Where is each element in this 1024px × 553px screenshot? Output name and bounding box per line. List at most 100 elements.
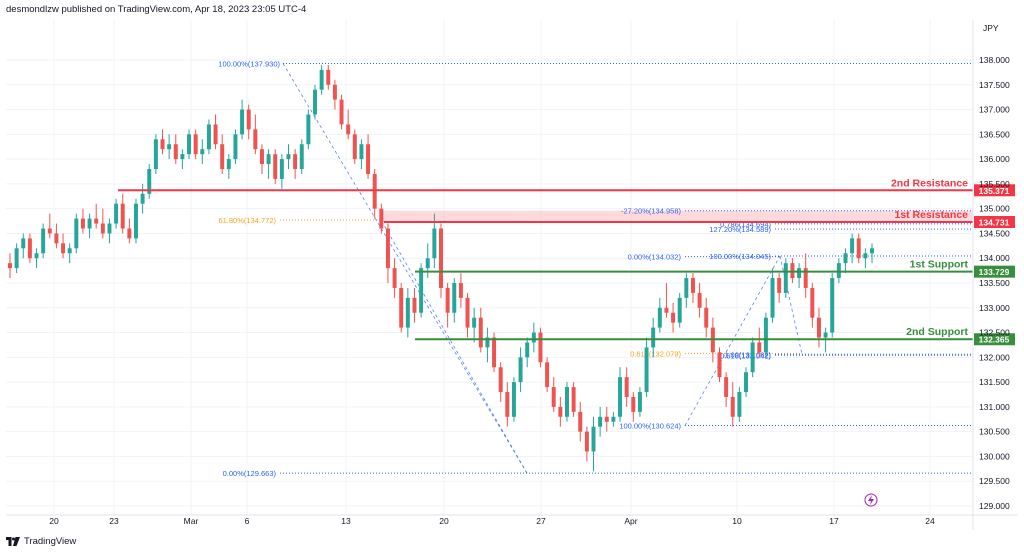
candle-body xyxy=(140,193,145,204)
candle-body xyxy=(240,109,245,135)
candle-body xyxy=(379,208,384,229)
fib-label: 0.786(134.694) xyxy=(720,220,771,229)
candle-body xyxy=(578,411,583,432)
y-tick-label: 129.500 xyxy=(979,476,1010,486)
candle-body xyxy=(677,297,682,323)
candle-body xyxy=(671,312,676,323)
candle-body xyxy=(856,238,861,259)
candle-body xyxy=(133,203,138,239)
y-tick-label: 136.500 xyxy=(979,129,1010,139)
candle-body xyxy=(74,218,79,249)
candle-body xyxy=(412,297,417,313)
candle-body xyxy=(465,297,470,328)
candle-body xyxy=(637,392,642,412)
candle-body xyxy=(518,357,523,383)
candle-body xyxy=(810,287,815,318)
candle-body xyxy=(193,134,198,155)
candle-body xyxy=(558,406,563,417)
fib-label: 61.80%(134.772) xyxy=(218,216,276,225)
fib-label: 0.00%(129.663) xyxy=(223,469,277,478)
candle-body xyxy=(385,228,390,269)
fib-label: 0.00%(134.032) xyxy=(628,253,682,262)
candle-body xyxy=(87,218,92,229)
x-tick-label: Mar xyxy=(184,516,199,526)
candle-body xyxy=(803,268,808,288)
candle-body xyxy=(346,124,351,135)
candle-body xyxy=(783,263,788,293)
candle-body xyxy=(531,332,536,343)
x-tick-label: 24 xyxy=(925,516,935,526)
candle-body xyxy=(259,149,264,165)
candle-body xyxy=(717,352,722,378)
candle-body xyxy=(823,332,828,338)
candle-body xyxy=(253,129,258,150)
candle-body xyxy=(591,426,596,452)
footer-brand: TradingView xyxy=(24,536,77,547)
y-tick-label: 131.500 xyxy=(979,377,1010,387)
candle-body xyxy=(863,253,868,259)
candle-body xyxy=(319,69,324,90)
y-tick-label: 129.000 xyxy=(979,501,1010,511)
candle-body xyxy=(750,342,755,373)
candle-body xyxy=(684,278,689,298)
candle-body xyxy=(551,387,556,407)
fib-label: -27.20%(134.958) xyxy=(621,207,682,216)
candle-body xyxy=(870,248,874,254)
candle-body xyxy=(445,287,450,313)
candle-body xyxy=(432,228,437,259)
x-tick-label: 27 xyxy=(536,516,546,526)
candle-body xyxy=(525,342,530,358)
footer: TradingView xyxy=(6,536,76,547)
candle-body xyxy=(147,169,152,194)
fib-label: 100.00%(137.930) xyxy=(218,59,280,68)
level-price-label: 134.731 xyxy=(979,217,1010,227)
candle-body xyxy=(843,253,848,264)
candle-body xyxy=(545,362,550,388)
y-tick-label: 138.000 xyxy=(979,55,1010,65)
y-tick-label: 137.500 xyxy=(979,80,1010,90)
candle-body xyxy=(624,377,629,397)
fib-label: 1.00(132.062) xyxy=(724,350,771,359)
candle-body xyxy=(697,292,702,308)
level-name: 2nd Resistance xyxy=(891,177,968,189)
fib-label: 127.20%(134.589) xyxy=(709,225,771,234)
candle-body xyxy=(425,258,430,269)
y-tick-label: 134.000 xyxy=(979,253,1010,263)
candle-body xyxy=(472,317,477,328)
candle-body xyxy=(790,263,795,279)
level-name: 1st Resistance xyxy=(894,209,968,221)
level-name: 1st Support xyxy=(910,259,969,271)
publisher-header: desmondlzw published on TradingView.com,… xyxy=(6,4,307,15)
candle-body xyxy=(313,89,318,115)
x-tick-label: 6 xyxy=(245,516,250,526)
level-price-label: 132.365 xyxy=(979,335,1010,345)
y-tick-label: 130.000 xyxy=(979,451,1010,461)
candle-body xyxy=(598,416,603,427)
candle-body xyxy=(392,268,397,288)
candle-body xyxy=(80,218,85,229)
candle-body xyxy=(770,278,775,318)
candle-body xyxy=(246,109,251,130)
candle-body xyxy=(273,154,278,179)
candle-body xyxy=(830,278,835,333)
candle-body xyxy=(763,317,768,353)
candle-body xyxy=(173,144,178,160)
y-tick-label: 134.500 xyxy=(979,228,1010,238)
level-price-badge xyxy=(974,265,1015,278)
candle-body xyxy=(405,297,410,328)
flash-icon[interactable] xyxy=(864,493,878,507)
candle-body xyxy=(326,69,331,85)
fib-trend-line xyxy=(779,255,803,355)
candle-body xyxy=(47,228,52,234)
candle-body xyxy=(611,416,616,422)
axes: 138.000 137.500 137.000 136.500 136.000 135.5… xyxy=(6,20,1018,530)
y-tick-label: 137.000 xyxy=(979,105,1010,115)
support-resistance-levels: 2nd Resistance 135.371 1st Resistance 134.7… xyxy=(118,177,1015,346)
candles xyxy=(8,64,874,472)
candle-body xyxy=(206,124,211,150)
candle-body xyxy=(366,144,371,174)
candle-body xyxy=(332,84,337,100)
candle-body xyxy=(571,387,576,412)
currency-label: JPY xyxy=(983,23,999,33)
